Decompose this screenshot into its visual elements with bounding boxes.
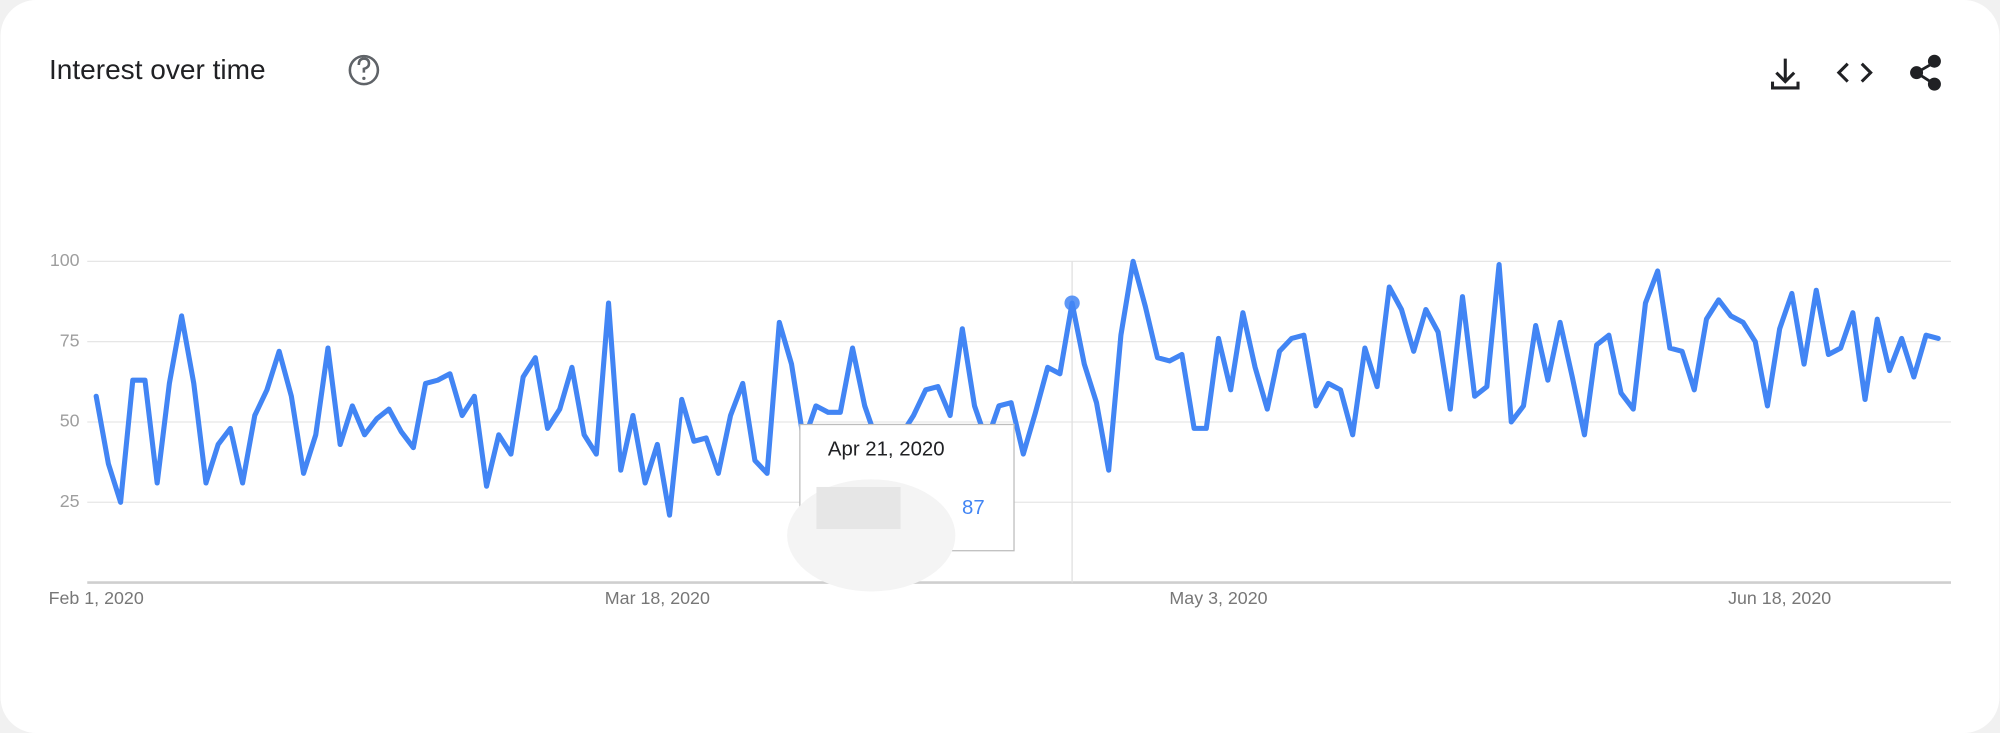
download-icon[interactable] [1770,58,1800,90]
y-tick-label: 50 [60,411,80,431]
trend-line [93,258,1941,518]
y-tick-label: 25 [60,491,80,511]
legend-swatch-blur [816,486,901,530]
tooltip: Apr 21, 2020 87 [787,423,1015,592]
share-icon[interactable] [1910,54,1941,91]
x-tick-label: May 3, 2020 [1169,588,1267,608]
x-tick-label: Mar 18, 2020 [605,588,710,608]
tooltip-value: 87 [962,497,985,519]
chart-title: Interest over time [49,54,266,85]
hover-point [1064,295,1080,311]
x-tick-label: Jun 18, 2020 [1728,588,1831,608]
y-tick-label: 100 [50,250,80,270]
x-tick-label: Feb 1, 2020 [49,588,144,608]
tooltip-date: Apr 21, 2020 [828,438,945,460]
embed-icon[interactable] [1836,62,1873,83]
plot-area: 25 50 75 100 Feb 1, 2020 Mar 18, 2020 May 3, 2… [49,250,1951,608]
help-icon[interactable] [348,54,380,86]
y-tick-label: 75 [60,330,80,350]
